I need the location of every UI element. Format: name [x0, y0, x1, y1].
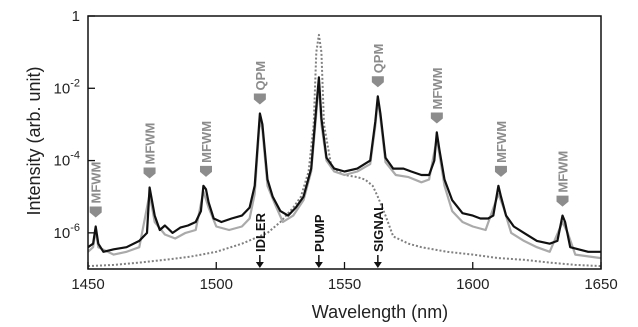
annotation-arrow-head — [373, 262, 382, 268]
annotation-label: MFWM — [556, 151, 571, 193]
x-tick-label: 1650 — [584, 276, 617, 293]
annotation-label: QPM — [253, 61, 268, 91]
annotation-label: MFWM — [199, 121, 214, 163]
annotation-label: MFWM — [494, 121, 509, 163]
x-tick-label: 1600 — [456, 276, 489, 293]
annotation-arrow-head — [255, 262, 264, 268]
series-layer — [87, 33, 602, 268]
x-tick-label: 1450 — [71, 276, 104, 293]
annotation-label: QPM — [371, 44, 386, 74]
series-line-2 — [87, 33, 602, 268]
series-line-0 — [87, 76, 601, 253]
annotation-label: MFWM — [430, 68, 445, 110]
annotation-arrow — [143, 167, 156, 179]
annotation-arrow — [494, 165, 507, 177]
axes-layer — [87, 15, 602, 270]
annotation-arrow — [199, 165, 212, 177]
x-axis-label: Wavelength (nm) — [312, 302, 448, 322]
annotation-arrow-head — [314, 262, 323, 268]
tick-layer: 1450 1500 1550 1600 1650 1 10-2 10-4 10-6 — [54, 8, 618, 293]
annotation-layer: MFWM MFWM MFWM QPM QPM MFWM MFWM MFWM IDLER PUMP S… — [89, 44, 571, 268]
y-tick-label: 10-6 — [54, 222, 80, 242]
annotation-arrow — [253, 93, 266, 105]
y-axis-label: Intensity (arb. unit) — [24, 66, 44, 215]
x-tick-label: 1550 — [328, 276, 361, 293]
y-tick-label: 10-4 — [54, 150, 80, 170]
annotation-arrow — [430, 112, 443, 124]
annotation-label: PUMP — [312, 214, 327, 252]
annotation-label: MFWM — [89, 162, 104, 204]
annotation-arrow — [89, 206, 102, 218]
y-tick-label: 10-2 — [54, 77, 80, 97]
annotation-label: IDLER — [253, 212, 268, 252]
annotation-arrow — [371, 76, 384, 88]
annotation-arrow — [556, 195, 569, 207]
annotation-label: SIGNAL — [371, 203, 386, 252]
x-tick-label: 1500 — [200, 276, 233, 293]
annotation-label: MFWM — [143, 123, 158, 165]
plot-frame — [87, 15, 602, 270]
y-tick-label: 1 — [72, 8, 80, 25]
